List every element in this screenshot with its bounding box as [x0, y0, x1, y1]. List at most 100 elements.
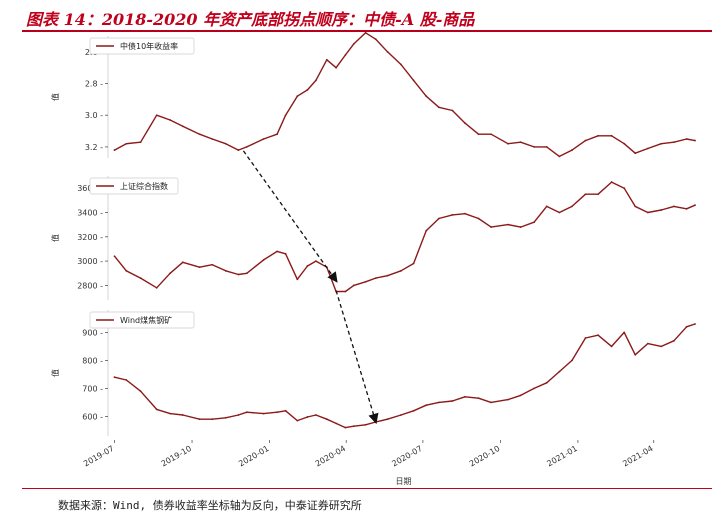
- data-point-coal: [276, 411, 279, 414]
- data-point-coal: [364, 423, 367, 426]
- data-point-bond: [571, 149, 573, 151]
- data-point-coal: [610, 345, 613, 348]
- data-point-bond: [660, 142, 663, 145]
- legend-label-coal: Wind煤焦钢矿: [120, 315, 172, 325]
- data-point-equity: [451, 214, 454, 216]
- legend-label-bond: 中债10年收益率: [120, 41, 178, 51]
- data-point-coal: [507, 398, 509, 401]
- data-point-bond: [507, 142, 509, 145]
- data-point-equity: [584, 193, 587, 196]
- data-point-bond: [386, 50, 389, 53]
- data-point-bond: [344, 54, 347, 56]
- data-point-equity: [660, 209, 663, 211]
- y-tick-label-bond: 2.8 -: [85, 80, 103, 89]
- data-point-bond: [325, 58, 328, 61]
- data-point-equity: [352, 284, 355, 287]
- data-point-bond: [276, 133, 279, 136]
- data-point-equity: [400, 269, 402, 272]
- x-tick-label: 2021-04: [621, 444, 654, 469]
- data-point-bond: [224, 142, 227, 145]
- data-point-coal: [673, 339, 675, 342]
- data-point-coal: [245, 411, 248, 414]
- legend-box-bond: [89, 37, 195, 55]
- data-point-coal: [400, 414, 402, 416]
- data-point-equity: [296, 278, 299, 281]
- data-point-bond: [155, 114, 158, 117]
- data-point-bond: [519, 141, 522, 144]
- data-point-bond: [437, 106, 440, 109]
- data-point-coal: [597, 334, 600, 337]
- legend-box-coal: [89, 311, 195, 329]
- data-point-coal: [412, 409, 415, 412]
- data-point-equity: [125, 269, 128, 272]
- data-point-coal: [314, 414, 317, 416]
- series-line-bond: [114, 32, 696, 158]
- footer-rule: [22, 488, 712, 489]
- source-note: 数据来源：Wind, 债券收益率坐标轴为反向，中泰证券研究所: [58, 499, 362, 512]
- data-point-coal: [533, 387, 535, 390]
- series-line-coal: [114, 323, 696, 429]
- data-point-coal: [477, 397, 480, 400]
- data-point-coal: [113, 376, 116, 379]
- title-rule: [22, 30, 712, 32]
- data-point-bond: [412, 79, 415, 82]
- data-point-bond: [694, 139, 696, 142]
- data-point-bond: [198, 133, 201, 136]
- y-tick-label-equity: 3400 -: [77, 208, 103, 217]
- data-point-bond: [306, 88, 309, 91]
- data-point-coal: [155, 408, 158, 411]
- data-point-coal: [386, 418, 389, 421]
- y-tick-label-equity: 2800 -: [77, 281, 103, 290]
- y-tick-label-equity: 3000 -: [77, 257, 103, 266]
- y-tick-label-coal: 900 -: [82, 328, 103, 337]
- data-point-equity: [284, 252, 287, 255]
- data-point-equity: [198, 266, 201, 269]
- data-point-coal: [519, 394, 522, 397]
- data-point-bond: [597, 134, 600, 137]
- data-point-equity: [634, 205, 637, 208]
- data-point-equity: [425, 229, 428, 232]
- data-point-coal: [125, 379, 128, 381]
- data-point-bond: [623, 142, 626, 145]
- x-tick-label: 2019-10: [160, 444, 193, 469]
- data-point-coal: [237, 414, 240, 416]
- data-point-bond: [352, 43, 355, 45]
- data-point-bond: [558, 155, 561, 158]
- data-point-bond: [490, 133, 493, 136]
- data-point-bond: [335, 66, 338, 69]
- data-point-bond: [364, 31, 367, 34]
- data-point-bond: [685, 138, 688, 140]
- data-point-bond: [113, 149, 116, 151]
- data-point-equity: [386, 274, 389, 277]
- y-tick-label-bond: 3.2 -: [85, 143, 103, 152]
- y-tick-label-bond: 3.0 -: [85, 111, 103, 120]
- data-point-bond: [634, 152, 637, 155]
- data-point-equity: [237, 273, 240, 276]
- data-point-bond: [262, 138, 265, 140]
- data-point-bond: [610, 134, 613, 137]
- sequence-arrow: [242, 150, 338, 283]
- data-point-coal: [284, 409, 287, 412]
- data-point-bond: [296, 95, 299, 98]
- data-point-coal: [198, 418, 201, 421]
- x-tick-label: 2020-10: [468, 444, 501, 469]
- data-point-equity: [571, 205, 573, 208]
- data-point-equity: [155, 286, 158, 289]
- data-point-bond: [673, 141, 675, 144]
- data-point-bond: [477, 133, 480, 136]
- y-tick-label-coal: 600 -: [82, 412, 103, 421]
- data-point-coal: [437, 401, 440, 404]
- data-point-coal: [660, 345, 663, 348]
- data-point-bond: [245, 146, 248, 148]
- data-point-bond: [400, 63, 402, 66]
- data-point-coal: [181, 414, 184, 416]
- series-line-equity: [113, 181, 696, 293]
- data-point-coal: [634, 353, 637, 356]
- data-point-equity: [169, 272, 172, 275]
- y-tick-label-coal: 800 -: [82, 356, 103, 365]
- x-axis-label: 日期: [396, 477, 412, 486]
- data-point-equity: [412, 262, 415, 265]
- data-point-equity: [694, 204, 696, 207]
- y-axis-label-equity: 值: [50, 234, 60, 242]
- data-point-equity: [610, 181, 613, 183]
